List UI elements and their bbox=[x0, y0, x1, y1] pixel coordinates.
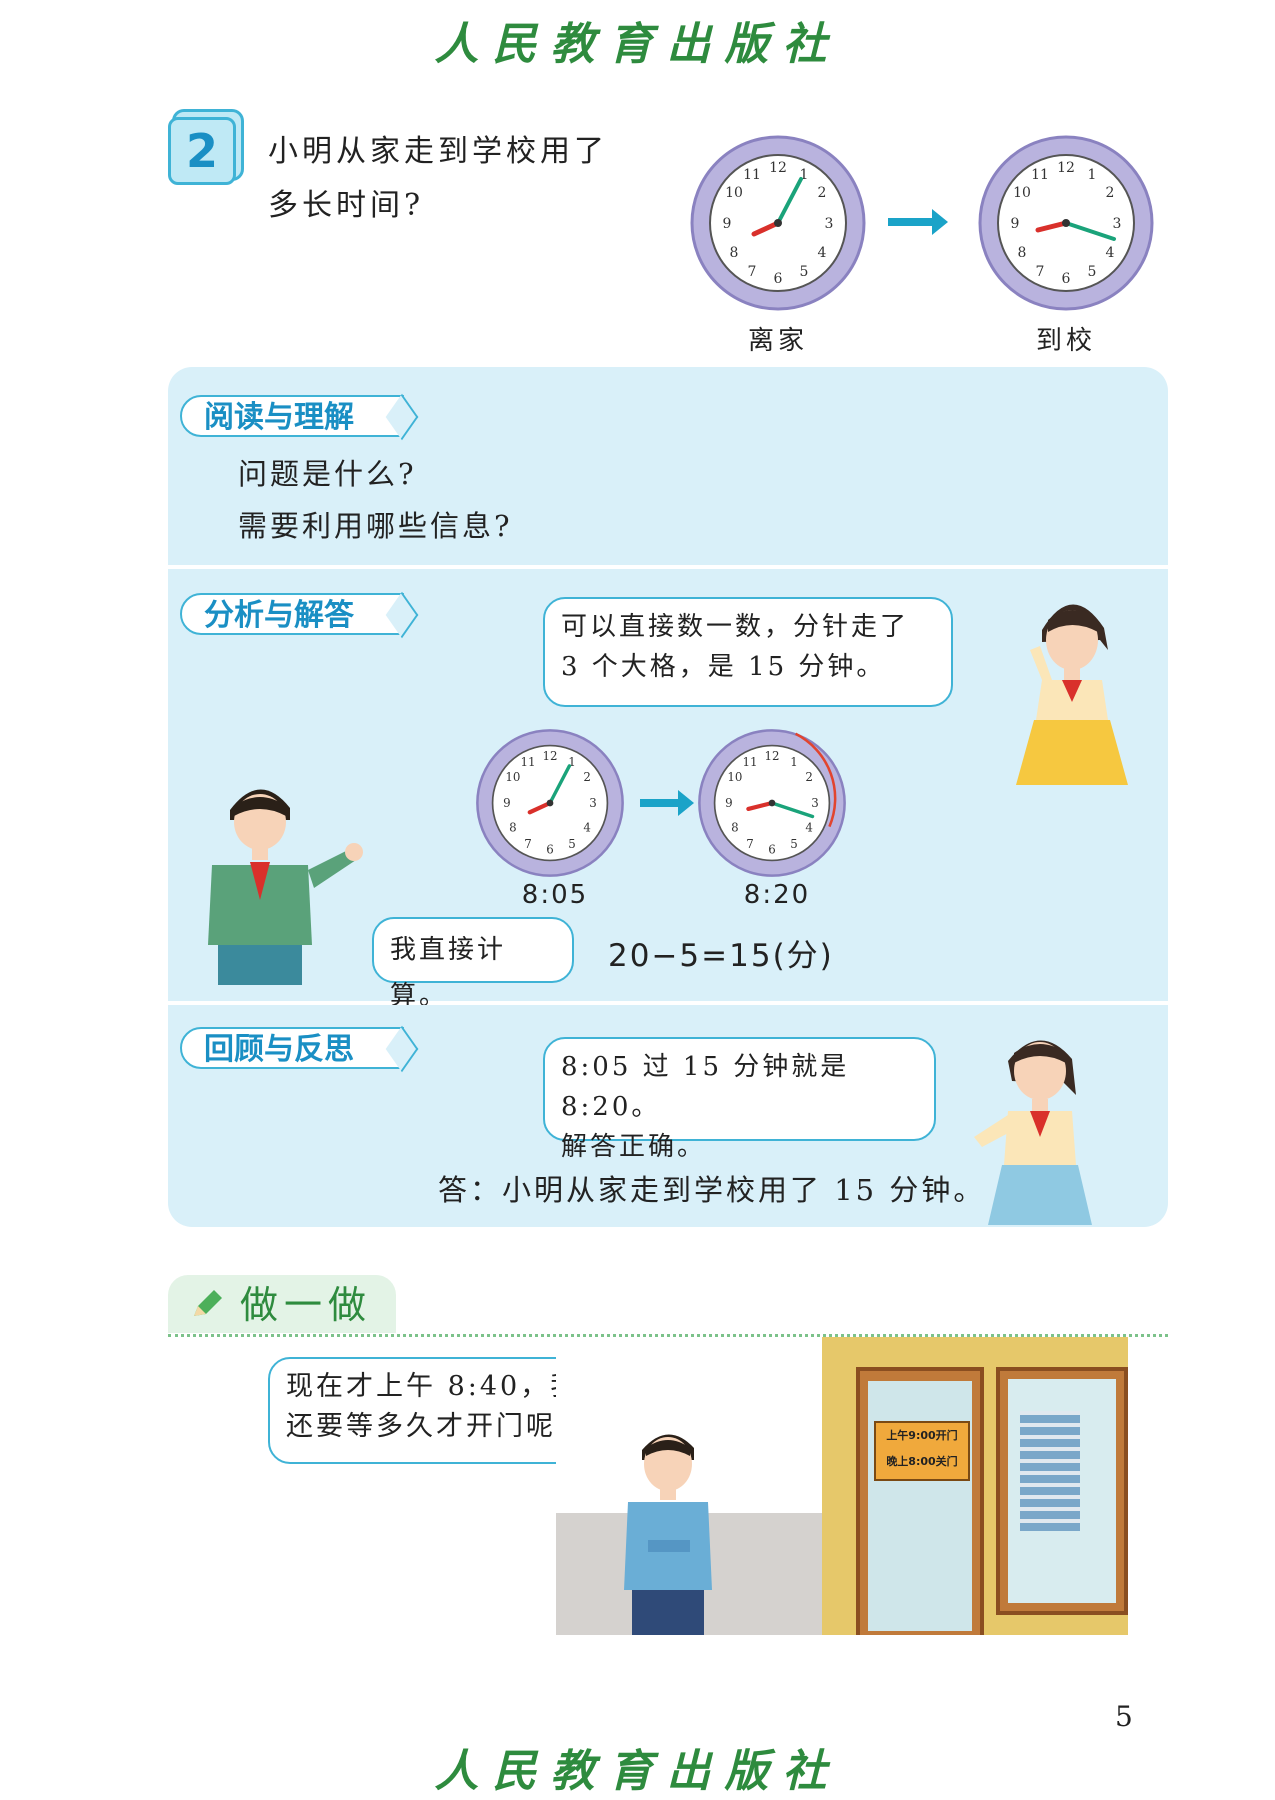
svg-text:4: 4 bbox=[805, 821, 813, 835]
do-it-speech-bubble: 现在才上午 8:40，我 还要等多久才开门呢? bbox=[268, 1357, 608, 1464]
question-text-line1: 小明从家走到学校用了 bbox=[268, 134, 608, 169]
svg-text:4: 4 bbox=[1106, 245, 1115, 261]
answer-text: 答：小明从家走到学校用了 15 分钟。 bbox=[438, 1173, 986, 1207]
review-bubble-line1: 8:05 过 15 分钟就是 8:20。 bbox=[561, 1052, 850, 1122]
boy-thinking-illustration bbox=[624, 1434, 712, 1635]
svg-text:8: 8 bbox=[509, 821, 517, 835]
svg-text:11: 11 bbox=[521, 755, 536, 769]
do-it-bubble-line2: 还要等多久才开门呢? bbox=[286, 1411, 574, 1442]
svg-text:8: 8 bbox=[1018, 245, 1027, 261]
pencil-icon bbox=[194, 1290, 222, 1316]
arrow-icon bbox=[640, 790, 694, 816]
girl-bubble-line2: 3 个大格，是 15 分钟。 bbox=[561, 652, 886, 682]
svg-text:1: 1 bbox=[790, 755, 798, 769]
read-question-line1: 问题是什么? bbox=[238, 457, 417, 491]
do-it-label: 做一做 bbox=[240, 1283, 373, 1327]
svg-text:8: 8 bbox=[730, 245, 739, 261]
svg-text:11: 11 bbox=[743, 167, 761, 183]
svg-text:5: 5 bbox=[790, 837, 798, 851]
svg-text:2: 2 bbox=[583, 770, 591, 784]
svg-text:8: 8 bbox=[731, 821, 739, 835]
svg-text:6: 6 bbox=[1062, 271, 1071, 287]
section-tag-read: 阅读与理解 bbox=[180, 395, 404, 437]
svg-text:10: 10 bbox=[1013, 185, 1031, 201]
svg-text:7: 7 bbox=[524, 837, 532, 851]
section-tag-review: 回顾与反思 bbox=[180, 1027, 404, 1069]
svg-text:3: 3 bbox=[1113, 216, 1122, 232]
do-it-tab: 做一做 bbox=[168, 1275, 396, 1333]
svg-text:9: 9 bbox=[1011, 216, 1020, 232]
svg-text:2: 2 bbox=[805, 770, 813, 784]
read-question-line2: 需要利用哪些信息? bbox=[238, 509, 513, 543]
svg-text:2: 2 bbox=[1106, 185, 1115, 201]
girl-review-illustration bbox=[974, 1040, 1092, 1225]
svg-text:5: 5 bbox=[800, 264, 809, 280]
time-label-right: 8:20 bbox=[743, 880, 811, 910]
svg-text:7: 7 bbox=[1036, 264, 1045, 280]
svg-text:2: 2 bbox=[818, 185, 827, 201]
svg-text:9: 9 bbox=[725, 796, 733, 810]
svg-text:10: 10 bbox=[727, 770, 742, 784]
svg-text:5: 5 bbox=[1088, 264, 1097, 280]
svg-text:6: 6 bbox=[774, 271, 783, 287]
svg-text:1: 1 bbox=[1088, 167, 1097, 183]
library-door: 上午9:00开门 晚上8:00关门 bbox=[856, 1367, 984, 1635]
svg-text:12: 12 bbox=[764, 749, 779, 763]
svg-text:10: 10 bbox=[725, 185, 743, 201]
svg-text:11: 11 bbox=[1031, 167, 1049, 183]
svg-text:7: 7 bbox=[748, 264, 757, 280]
clock-left-label: 离家 bbox=[747, 326, 808, 356]
boy-speech-bubble: 我直接计算。 bbox=[372, 917, 574, 1011]
sign-line1: 上午9:00开门 bbox=[886, 1429, 958, 1442]
dotted-divider bbox=[168, 1334, 1168, 1337]
svg-text:9: 9 bbox=[723, 216, 732, 232]
svg-text:6: 6 bbox=[546, 843, 554, 857]
girl-speech-bubble: 可以直接数一数，分针走了 3 个大格，是 15 分钟。 bbox=[543, 597, 953, 707]
review-bubble-line2: 解答正确。 bbox=[561, 1132, 707, 1162]
library-window bbox=[996, 1367, 1128, 1615]
svg-text:10: 10 bbox=[505, 770, 520, 784]
publisher-logo-top: 人民教育出版社 bbox=[434, 19, 841, 70]
svg-text:9: 9 bbox=[503, 796, 511, 810]
svg-text:12: 12 bbox=[542, 749, 557, 763]
svg-text:4: 4 bbox=[818, 245, 827, 261]
svg-text:7: 7 bbox=[746, 837, 754, 851]
do-it-bubble-line1: 现在才上午 8:40，我 bbox=[286, 1371, 581, 1402]
girl-illustration bbox=[1016, 604, 1128, 785]
svg-text:4: 4 bbox=[583, 821, 591, 835]
page-number: 5 bbox=[1115, 1700, 1133, 1733]
equation: 20−5=15(分) bbox=[608, 938, 834, 974]
svg-text:12: 12 bbox=[769, 160, 787, 176]
svg-text:12: 12 bbox=[1057, 160, 1075, 176]
svg-text:5: 5 bbox=[568, 837, 576, 851]
svg-text:3: 3 bbox=[811, 796, 819, 810]
section-tag-analyze: 分析与解答 bbox=[180, 593, 404, 635]
review-speech-bubble: 8:05 过 15 分钟就是 8:20。 解答正确。 bbox=[543, 1037, 936, 1162]
svg-text:1: 1 bbox=[800, 167, 809, 183]
svg-text:11: 11 bbox=[743, 755, 758, 769]
question-text-line2: 多长时间? bbox=[268, 188, 425, 223]
publisher-logo-bottom: 人民教育出版社 bbox=[434, 1746, 841, 1797]
boy-illustration bbox=[208, 789, 363, 985]
time-label-left: 8:05 bbox=[521, 880, 589, 910]
problem-number-badge: 2 bbox=[168, 117, 236, 185]
svg-text:3: 3 bbox=[825, 216, 834, 232]
clock-right-label: 到校 bbox=[1035, 326, 1096, 356]
opening-hours-sign: 上午9:00开门 晚上8:00关门 bbox=[874, 1421, 970, 1481]
svg-text:6: 6 bbox=[768, 843, 776, 857]
arrow-icon bbox=[888, 209, 948, 235]
svg-text:3: 3 bbox=[589, 796, 597, 810]
svg-text:1: 1 bbox=[568, 755, 576, 769]
girl-bubble-line1: 可以直接数一数，分针走了 bbox=[561, 612, 910, 642]
sign-line2: 晚上8:00关门 bbox=[886, 1455, 958, 1468]
